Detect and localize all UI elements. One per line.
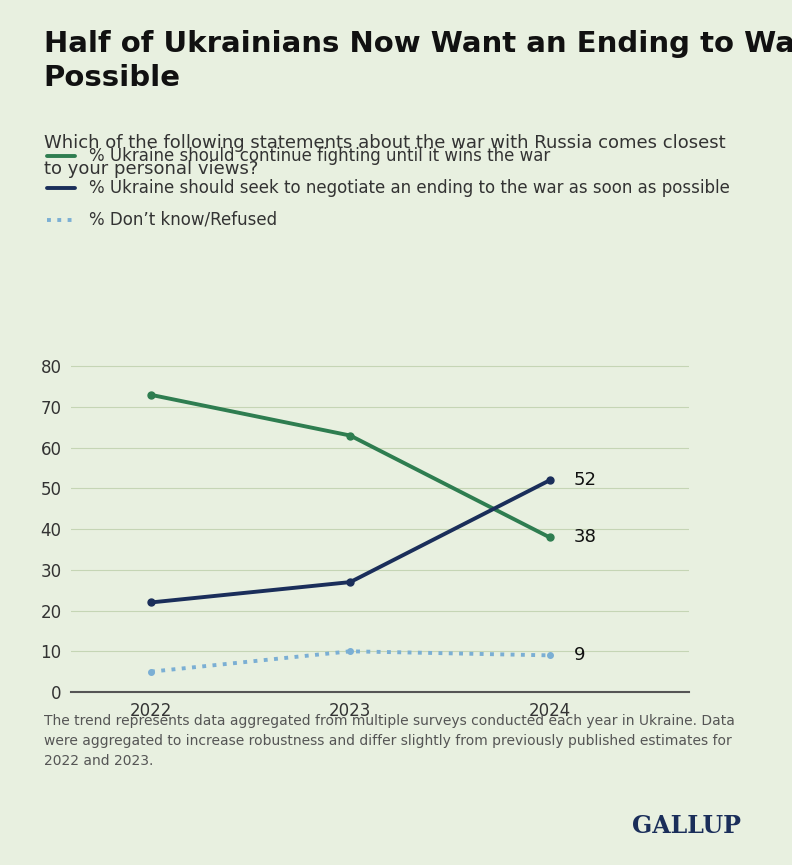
- Text: 52: 52: [573, 471, 596, 490]
- Text: 38: 38: [573, 529, 596, 547]
- Text: % Ukraine should continue fighting until it wins the war: % Ukraine should continue fighting until…: [89, 147, 550, 165]
- Text: The trend represents data aggregated from multiple surveys conducted each year i: The trend represents data aggregated fro…: [44, 714, 734, 768]
- Text: % Ukraine should seek to negotiate an ending to the war as soon as possible: % Ukraine should seek to negotiate an en…: [89, 179, 729, 197]
- Text: Which of the following statements about the war with Russia comes closest
to you: Which of the following statements about …: [44, 134, 725, 178]
- Text: 9: 9: [573, 646, 585, 664]
- Text: Half of Ukrainians Now Want an Ending to War as Soon as
Possible: Half of Ukrainians Now Want an Ending to…: [44, 30, 792, 92]
- Text: GALLUP: GALLUP: [631, 814, 741, 838]
- Text: % Don’t know/Refused: % Don’t know/Refused: [89, 211, 277, 229]
